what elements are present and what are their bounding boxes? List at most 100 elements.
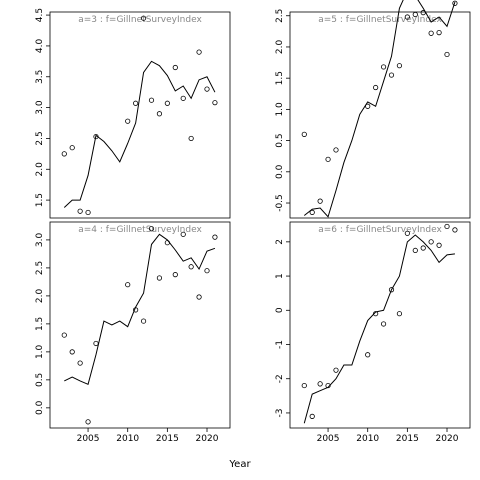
observed-point	[61, 151, 67, 157]
observed-point	[93, 340, 99, 347]
y-tick-label: 2.5	[35, 131, 45, 145]
observed-point	[388, 72, 395, 78]
observed-point	[164, 100, 170, 106]
panel-title: a=6 : f=GillnetSurveyIndex	[318, 225, 442, 235]
observed-point	[404, 14, 410, 20]
fitted-line	[63, 60, 216, 208]
x-tick-label: 2015	[156, 434, 179, 444]
observed-point	[412, 11, 418, 18]
y-tick-label: -1	[275, 340, 285, 349]
observed-point	[196, 49, 202, 55]
observed-point	[365, 103, 371, 109]
observed-point	[404, 230, 410, 236]
panel-frame	[49, 11, 231, 219]
panel-frame	[49, 221, 231, 429]
y-tick-label: 2.5	[35, 261, 45, 275]
observed-point	[180, 231, 186, 237]
x-tick-label: 2010	[356, 434, 379, 444]
observed-point	[309, 413, 315, 419]
x-tick-label: 2005	[77, 434, 100, 444]
observed-point	[333, 147, 339, 153]
y-tick-label: 2.0	[35, 288, 45, 303]
y-tick-label: 3.0	[35, 100, 45, 115]
observed-point	[317, 381, 323, 387]
observed-point	[325, 382, 331, 389]
panel-frame	[289, 221, 471, 429]
observed-point	[373, 84, 379, 91]
observed-point	[69, 349, 75, 355]
panel-title: a=5 : f=GillnetSurveyIndex	[318, 15, 442, 25]
observed-point	[420, 245, 426, 251]
observed-point	[148, 226, 155, 232]
observed-point	[396, 63, 403, 69]
observed-point	[125, 118, 131, 124]
observed-point	[156, 111, 163, 117]
y-tick-label: 2.0	[35, 162, 45, 177]
observed-point	[61, 332, 67, 338]
y-tick-label: 0	[275, 307, 285, 313]
observed-point	[309, 209, 315, 215]
observed-point	[444, 223, 450, 230]
observed-point	[133, 307, 139, 313]
observed-point	[436, 242, 442, 248]
observed-point	[452, 227, 458, 233]
observed-point	[428, 239, 434, 245]
observed-point	[172, 64, 178, 71]
observed-point	[444, 51, 450, 58]
fitted-line	[303, 234, 455, 424]
observed-point	[373, 311, 379, 317]
observed-point	[365, 352, 371, 358]
observed-point	[85, 209, 91, 216]
observed-point	[204, 268, 210, 274]
y-tick-label: 1.5	[275, 71, 285, 85]
fitted-line	[303, 0, 456, 218]
observed-point	[172, 272, 178, 278]
observed-point	[325, 156, 331, 162]
y-tick-label: 1	[275, 273, 285, 279]
y-tick-label: 0.0	[35, 400, 45, 415]
y-tick-label: 3.5	[35, 70, 45, 84]
y-tick-label: 1.5	[35, 193, 45, 207]
y-tick-label: 4.0	[35, 38, 45, 53]
observed-point	[317, 198, 323, 204]
observed-point	[212, 234, 218, 240]
observed-point	[380, 321, 387, 327]
x-axis-label: Year	[228, 459, 251, 470]
y-tick-label: 1.0	[35, 344, 45, 359]
y-tick-label: -0.5	[275, 194, 285, 212]
x-tick-label: 2015	[396, 434, 419, 444]
observed-point	[133, 100, 139, 106]
panel-title: a=4 : f=GillnetSurveyIndex	[78, 225, 202, 235]
observed-point	[428, 30, 434, 36]
observed-point	[412, 247, 418, 254]
observed-point	[125, 282, 131, 288]
y-tick-label: 2.5	[275, 9, 285, 23]
observed-point	[156, 275, 163, 281]
observed-point	[196, 294, 202, 300]
observed-point	[188, 264, 194, 270]
observed-point	[148, 97, 155, 103]
x-tick-label: 2005	[317, 434, 340, 444]
observed-point	[301, 131, 307, 137]
y-tick-label: 4.5	[35, 8, 45, 22]
observed-point	[452, 0, 458, 6]
x-tick-label: 2020	[436, 434, 459, 444]
observed-point	[77, 360, 83, 366]
panel-frame	[289, 11, 471, 219]
y-tick-label: -2	[275, 374, 285, 383]
y-tick-label: 0.0	[275, 164, 285, 179]
y-tick-label: 1.5	[35, 317, 45, 331]
y-tick-label: 2	[275, 239, 285, 245]
observed-point	[396, 311, 403, 317]
observed-point	[204, 86, 210, 92]
observed-point	[301, 382, 307, 389]
fitted-line	[64, 233, 216, 386]
observed-point	[180, 95, 186, 101]
observed-point	[140, 318, 147, 324]
observed-point	[420, 10, 426, 16]
observed-point	[69, 145, 75, 151]
observed-point	[77, 208, 83, 214]
x-tick-label: 2010	[116, 434, 139, 444]
y-tick-label: 0.5	[275, 133, 285, 147]
y-tick-label: -3	[275, 408, 285, 417]
